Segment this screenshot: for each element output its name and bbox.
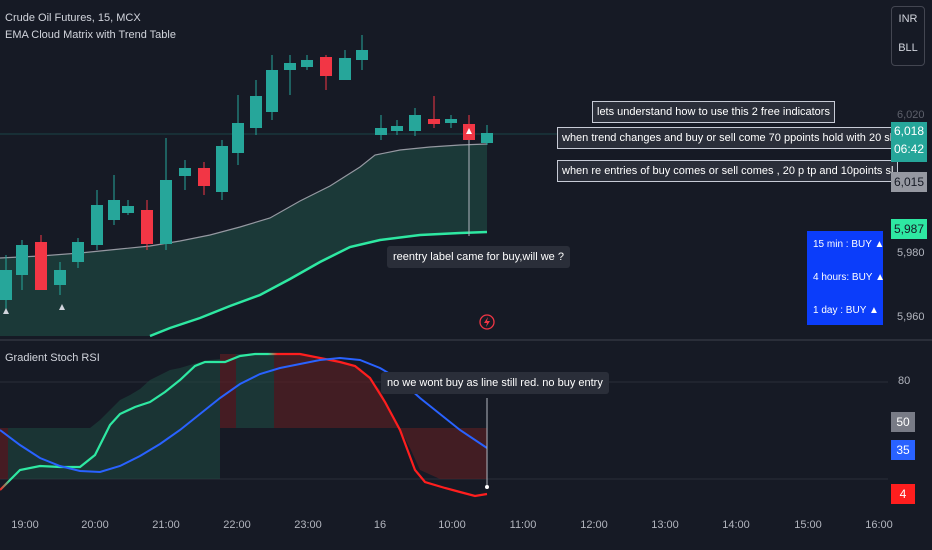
stoch-end-dot [485,485,489,489]
cloud-lower-tag: 5,987 [891,219,927,239]
candle-body [122,206,134,213]
buy-marker [59,304,65,310]
rsi-zone-red [220,354,236,428]
time-tick-label: 21:00 [152,519,180,531]
candle-body [356,50,368,60]
candle-body [320,57,332,76]
candle-body [284,63,296,70]
time-tick-label: 16 [373,519,387,531]
ema-fast-line [149,230,488,338]
unit-label: BLL [898,42,918,54]
annotation-trend-rule[interactable]: when trend changes and buy or sell come … [557,127,898,149]
candle-body [266,70,278,112]
candle-body [391,126,403,131]
candle-body [339,58,351,80]
candle-body [141,210,153,244]
symbol-title[interactable]: Crude Oil Futures, 15, MCX [5,12,141,24]
price-label: 5,980 [897,247,925,259]
ema-cloud-fill [0,144,487,336]
candle-body [91,205,103,245]
candle-body [179,168,191,176]
candle-body [428,119,440,124]
time-tick-label: 23:00 [294,519,322,531]
rsi-zone-green [8,428,220,479]
time-tick-label: 20:00 [81,519,109,531]
rsi-35-tag: 35 [891,440,915,460]
rsi-fill-green [8,359,220,428]
currency-label: INR [898,13,918,25]
currency-unit-selector[interactable]: INR BLL [891,6,925,66]
trend-row-4hours: 4 hours: BUY ▲ [813,272,885,283]
candle-body [0,270,12,300]
rsi-level-80-label: 80 [898,375,911,387]
candle-body [445,119,457,123]
time-tick-label: 16:00 [865,519,893,531]
candle-body [160,180,172,244]
rsi-50-tag: 50 [891,412,915,432]
annotation-intro[interactable]: lets understand how to use this 2 free i… [592,101,835,123]
candle-body [54,270,66,285]
stoch-k-line [0,352,488,498]
candlesticks [0,35,493,310]
candle-body [232,123,244,153]
trend-table: 15 min : BUY ▲ 4 hours: BUY ▲ 1 day : BU… [807,231,885,325]
price-label: 5,960 [897,311,925,323]
price-label: 6,020 [897,109,925,121]
annotation-reentry-rule[interactable]: when re entries of buy comes or sell com… [557,160,899,182]
ema-slow-line [0,143,488,259]
bar-countdown: 06:42 [893,142,925,156]
candle-body [375,128,387,135]
candle-body [409,115,421,131]
callout-no-buy[interactable]: no we wont buy as line still red. no buy… [381,372,609,394]
subpane-indicator-title[interactable]: Gradient Stoch RSI [5,352,100,364]
cloud-upper-tag: 6,015 [891,172,927,192]
time-tick-label: 22:00 [223,519,251,531]
trend-row-15min: 15 min : BUY ▲ [813,239,885,250]
rsi-4-tag: 4 [891,484,915,504]
time-tick-label: 19:00 [11,519,39,531]
indicator-title[interactable]: EMA Cloud Matrix with Trend Table [5,29,176,41]
reentry-buy-marker [466,128,472,134]
alert-icon[interactable] [479,314,495,330]
candle-body [16,245,28,275]
candle-body [198,168,210,186]
candle-body [108,200,120,220]
rsi-zone-red [0,428,8,479]
time-tick-label: 15:00 [794,519,822,531]
candle-body [481,133,493,143]
callout-reentry[interactable]: reentry label came for buy,will we ? [387,246,570,268]
time-tick-label: 11:00 [509,519,537,531]
time-tick-label: 10:00 [438,519,466,531]
time-tick-label: 14:00 [722,519,750,531]
candle-body [250,96,262,128]
rsi-zone-green [236,354,274,428]
current-price-tag: 6,018 06:42 [891,122,927,162]
candle-body [216,146,228,192]
rsi-fill-red [274,354,487,479]
trend-row-1day: 1 day : BUY ▲ [813,305,879,316]
buy-marker [3,308,9,314]
time-tick-label: 12:00 [580,519,608,531]
candle-body [301,60,313,67]
candle-body [72,242,84,262]
candle-body [35,242,47,290]
current-price-value: 6,018 [893,124,925,138]
time-tick-label: 13:00 [651,519,679,531]
